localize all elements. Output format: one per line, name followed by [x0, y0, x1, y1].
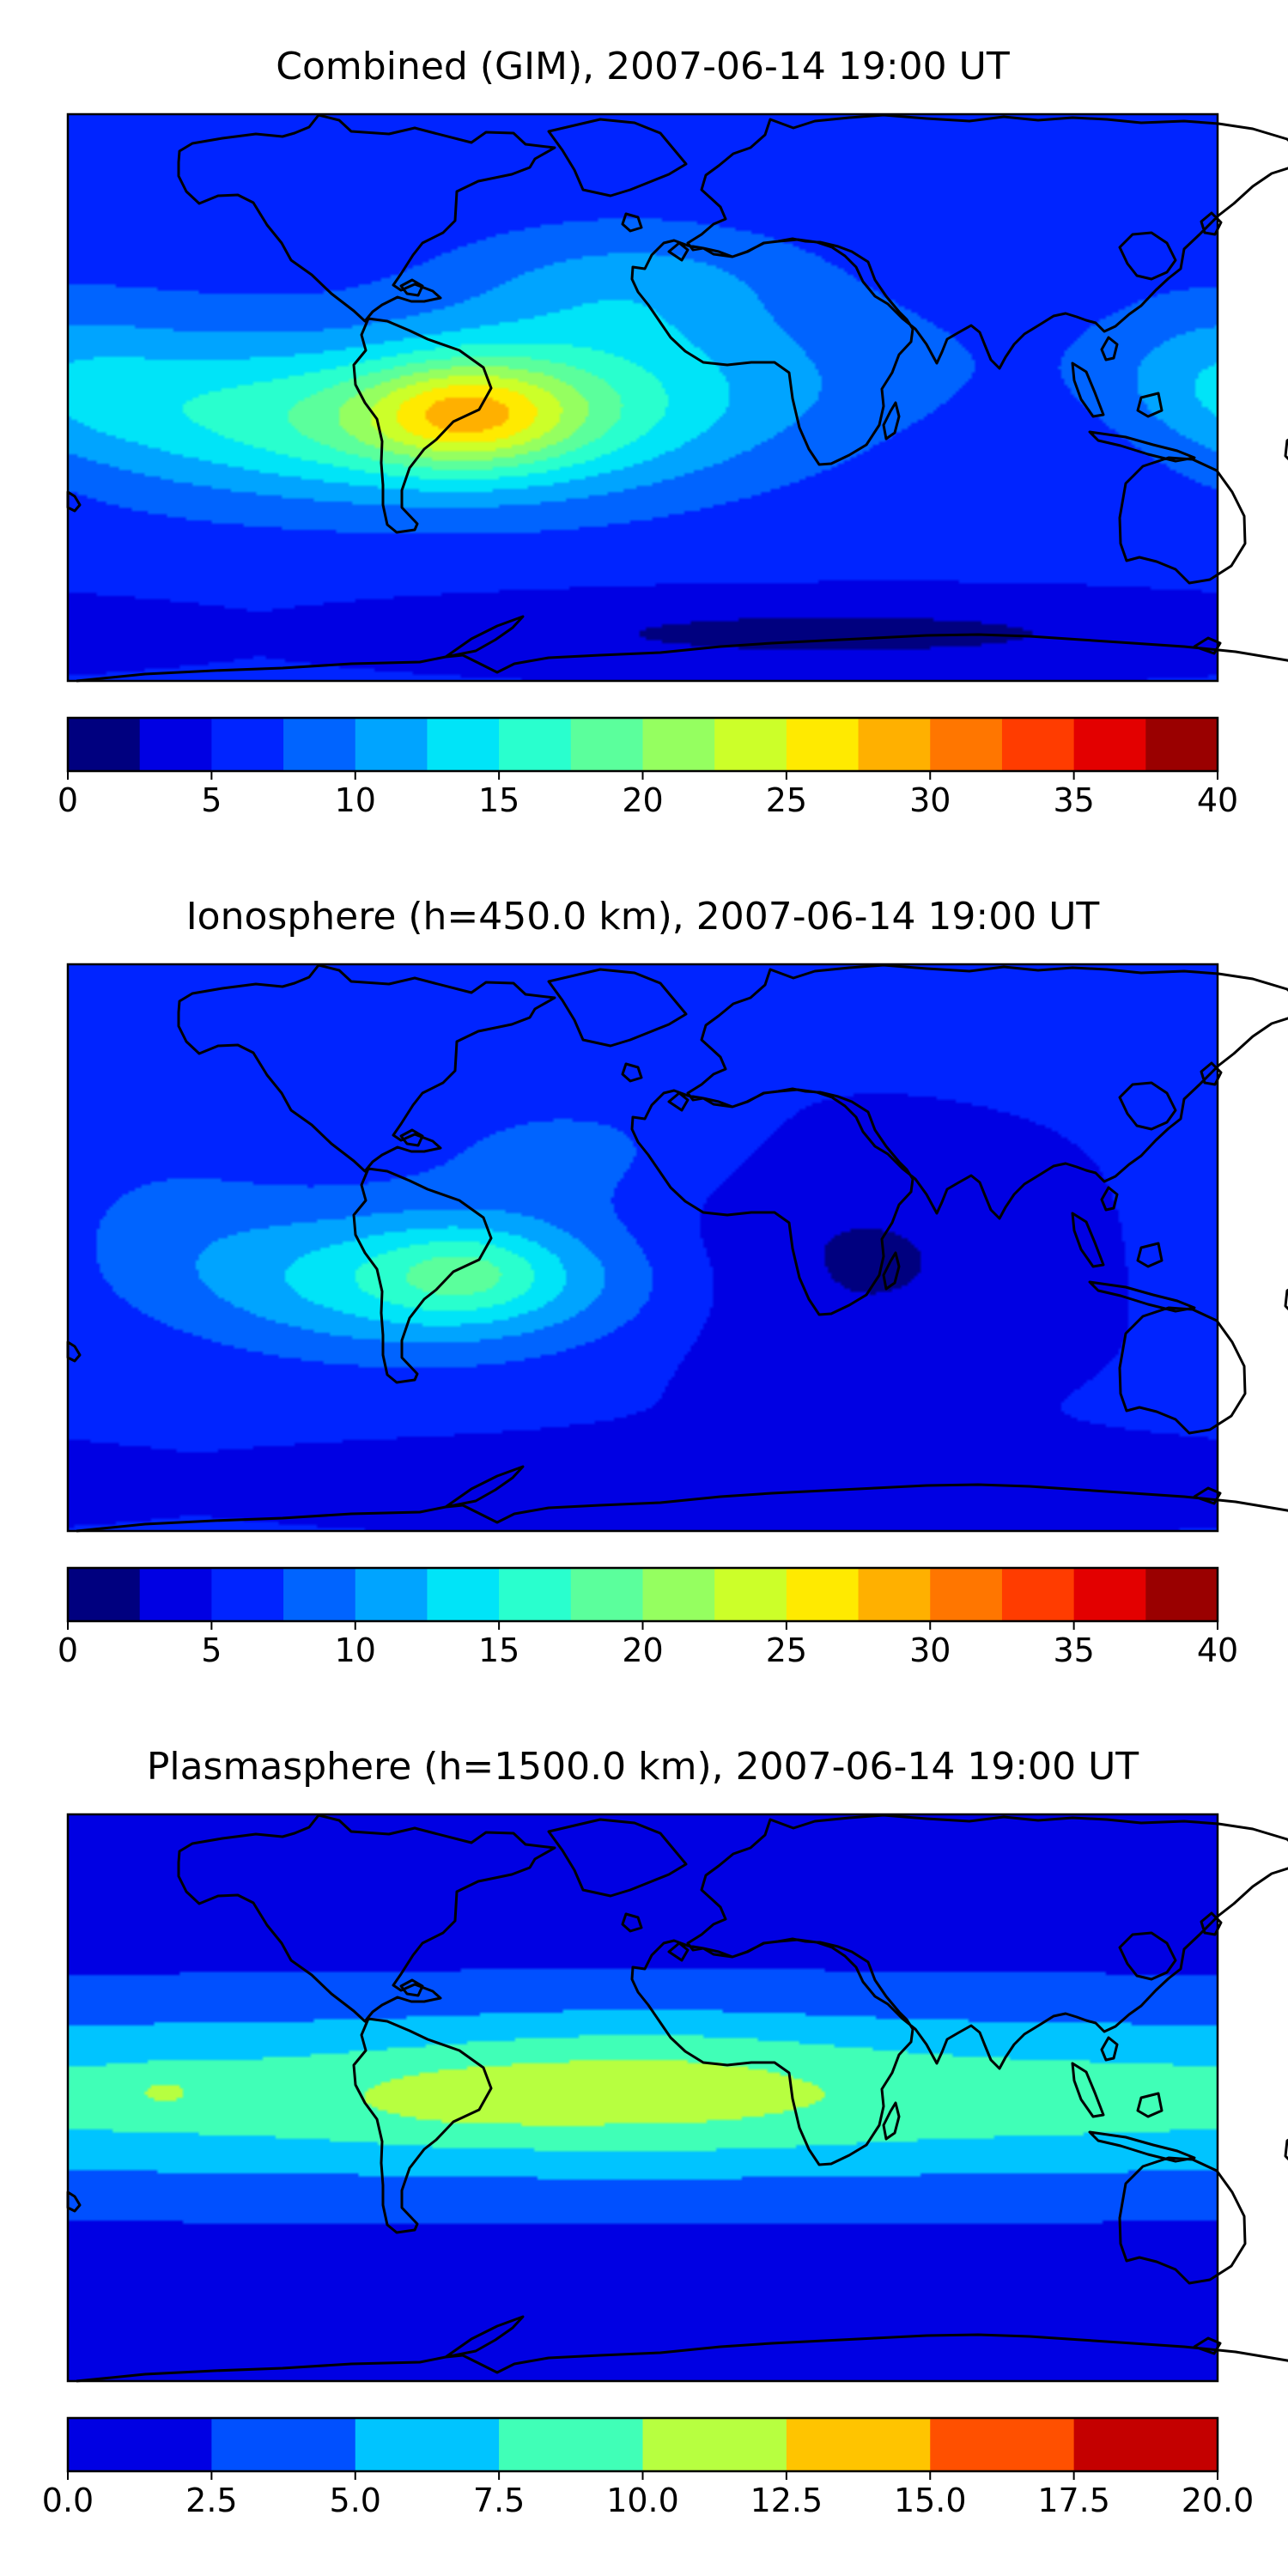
colorbar-segment [1073, 718, 1146, 771]
colorbar-segment [1145, 1568, 1218, 1621]
colorbar-segment [211, 2418, 356, 2471]
colorbar-tick-label: 0 [58, 781, 78, 819]
panel-title: Plasmasphere (h=1500.0 km), 2007-06-14 1… [147, 1745, 1139, 1789]
colorbar-tick-label: 0.0 [42, 2482, 94, 2519]
colorbar-segment [499, 718, 572, 771]
colorbar-tick-label: 30 [909, 781, 951, 819]
colorbar-tick-label: 5 [201, 1631, 222, 1669]
colorbar-tick-label: 25 [766, 1631, 807, 1669]
tec-field [68, 114, 1218, 681]
panel-1: Combined (GIM), 2007-06-14 19:00 UT 0 5 10 1… [58, 45, 1288, 819]
colorbar-segment [858, 718, 931, 771]
colorbar-segment [427, 718, 500, 771]
colorbar-tick-label: 20 [622, 781, 663, 819]
colorbar-segment [642, 1568, 715, 1621]
colorbar-segment [714, 1568, 787, 1621]
colorbar-tick-label: 10.0 [606, 2482, 679, 2519]
colorbar-tick-label: 35 [1053, 781, 1094, 819]
colorbar-segment [68, 2418, 212, 2471]
colorbar-tick-label: 40 [1197, 781, 1238, 819]
colorbar-tick-label: 5 [201, 781, 222, 819]
colorbar-segment [139, 1568, 212, 1621]
colorbar-segment [427, 1568, 500, 1621]
colorbar-segment [68, 1568, 141, 1621]
map-frame [66, 963, 1219, 1533]
tec-field [68, 964, 1218, 1531]
colorbar-segment [1145, 718, 1218, 771]
colorbar-tick-label: 25 [766, 781, 807, 819]
colorbar-tick-label: 17.5 [1037, 2482, 1110, 2519]
colorbar-segment [786, 2418, 931, 2471]
map-frame [66, 112, 1219, 683]
colorbar-segment [139, 718, 212, 771]
colorbar-segment [283, 718, 356, 771]
colorbar-segment [68, 718, 141, 771]
colorbar-segment [283, 1568, 356, 1621]
colorbar: 0 5 10 15 20 25 30 35 40 [58, 716, 1238, 819]
colorbar-segment [211, 718, 284, 771]
colorbar-segment [355, 1568, 428, 1621]
colorbar-tick-label: 40 [1197, 1631, 1238, 1669]
colorbar-tick-label: 2.5 [185, 2482, 237, 2519]
panel-title: Combined (GIM), 2007-06-14 19:00 UT [276, 45, 1010, 88]
colorbar-tick-label: 10 [335, 781, 376, 819]
colorbar-tick-label: 15 [478, 781, 519, 819]
colorbar-segment [570, 1568, 644, 1621]
colorbar-tick-label: 20 [622, 1631, 663, 1669]
colorbar-tick-label: 15.0 [894, 2482, 967, 2519]
colorbar-segment [570, 718, 644, 771]
panel-3: Plasmasphere (h=1500.0 km), 2007-06-14 1… [42, 1745, 1288, 2519]
colorbar-tick-label: 5.0 [330, 2482, 381, 2519]
colorbar-tick-label: 35 [1053, 1631, 1094, 1669]
colorbar-segment [642, 2418, 787, 2471]
colorbar-tick-label: 7.5 [473, 2482, 525, 2519]
colorbar-segment [499, 2418, 644, 2471]
colorbar-segment [499, 1568, 572, 1621]
map-frame [66, 1813, 1219, 2383]
colorbar-segment [930, 2418, 1075, 2471]
colorbar-segment [1001, 718, 1075, 771]
colorbar-segment [355, 2418, 500, 2471]
colorbar-tick-label: 0 [58, 1631, 78, 1669]
colorbar-segment [355, 718, 428, 771]
colorbar-tick-label: 12.5 [750, 2482, 823, 2519]
colorbar-segment [1073, 1568, 1146, 1621]
panel-title: Ionosphere (h=450.0 km), 2007-06-14 19:0… [186, 895, 1100, 939]
colorbar-segment [858, 1568, 931, 1621]
colorbar-tick-label: 10 [335, 1631, 376, 1669]
colorbar-segment [930, 1568, 1003, 1621]
colorbar-segment [211, 1568, 284, 1621]
colorbar-tick-label: 20.0 [1182, 2482, 1255, 2519]
colorbar: 0.0 2.5 5.0 7.5 10.0 12.5 15.0 17.5 20.0 [42, 2416, 1255, 2519]
colorbar-segment [786, 718, 860, 771]
colorbar-segment [786, 1568, 860, 1621]
panel-2: Ionosphere (h=450.0 km), 2007-06-14 19:0… [58, 895, 1288, 1669]
colorbar: 0 5 10 15 20 25 30 35 40 [58, 1566, 1238, 1669]
colorbar-segment [930, 718, 1003, 771]
colorbar-segment [1001, 1568, 1075, 1621]
colorbar-tick-label: 15 [478, 1631, 519, 1669]
colorbar-segment [1073, 2418, 1218, 2471]
tec-field [68, 1814, 1218, 2381]
colorbar-tick-label: 30 [909, 1631, 951, 1669]
colorbar-segment [642, 718, 715, 771]
colorbar-segment [714, 718, 787, 771]
